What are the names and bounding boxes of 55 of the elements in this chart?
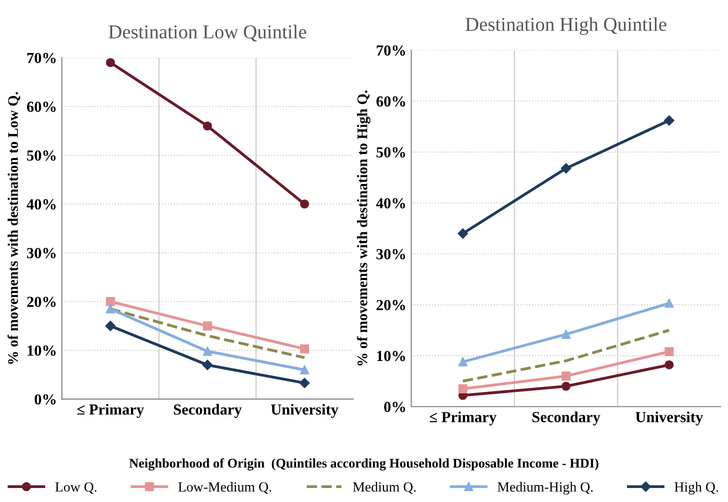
y-tick-label: 50%: [376, 147, 406, 158]
point: [202, 321, 212, 330]
legend-label: Low Q.: [55, 482, 96, 494]
point: [664, 115, 674, 126]
x-tick-label: University: [270, 404, 338, 418]
y-tick-label: 30%: [27, 248, 56, 258]
point: [300, 344, 310, 354]
point: [458, 384, 468, 394]
chart-title: Destination Low Quintile: [108, 24, 306, 42]
x-axis-title: Neighborhood of Origin (Quintiles according Household Disposable Income - HDI): [129, 458, 598, 470]
y-tick-label: 70%: [27, 52, 56, 64]
chart-title: Destination High Quintile: [466, 17, 666, 35]
legend-label: Medium Q.: [352, 482, 416, 494]
y-axis-title: % of movements with destination to Low Q.: [8, 92, 20, 364]
point: [562, 330, 571, 339]
y-tick-label: 20%: [27, 296, 56, 308]
legend-label: Medium-High Q.: [498, 482, 593, 495]
y-tick-label: 40%: [376, 198, 406, 208]
point: [664, 347, 674, 356]
legend-label: High Q.: [674, 482, 718, 495]
point: [202, 346, 212, 356]
y-tick-label: 60%: [26, 102, 56, 112]
y-axis-title: % of movements with destination to High Q.: [356, 90, 370, 366]
legend-label: Low-Medium Q.: [178, 482, 272, 494]
point: [664, 298, 674, 308]
x-tick-label: Secondary: [174, 404, 242, 418]
point: [562, 372, 571, 381]
point: [202, 360, 213, 370]
y-tick-label: 60%: [376, 96, 406, 107]
y-tick-label: 20%: [376, 300, 406, 310]
point: [458, 228, 468, 239]
point: [106, 304, 115, 314]
point: [664, 360, 674, 370]
point: [106, 58, 115, 68]
point: [562, 382, 571, 391]
point: [202, 121, 212, 131]
y-tick-label: 0%: [34, 394, 56, 405]
point: [300, 365, 310, 374]
point: [300, 200, 310, 209]
point: [458, 357, 468, 366]
x-tick-label: University: [636, 411, 703, 426]
x-tick-label: Secondary: [532, 411, 600, 426]
point: [106, 297, 115, 306]
point: [299, 378, 310, 388]
y-tick-label: 10%: [28, 345, 56, 356]
point: [560, 163, 572, 174]
y-tick-label: 50%: [27, 150, 56, 161]
y-tick-label: 10%: [377, 350, 406, 362]
y-tick-label: 70%: [376, 45, 406, 56]
x-tick-label: ≤ Primary: [430, 411, 496, 426]
point: [105, 320, 116, 332]
y-tick-label: 40%: [26, 199, 56, 210]
x-tick-label: ≤ Primary: [77, 404, 144, 418]
y-tick-label: 0%: [384, 402, 406, 412]
y-tick-label: 30%: [376, 249, 406, 260]
